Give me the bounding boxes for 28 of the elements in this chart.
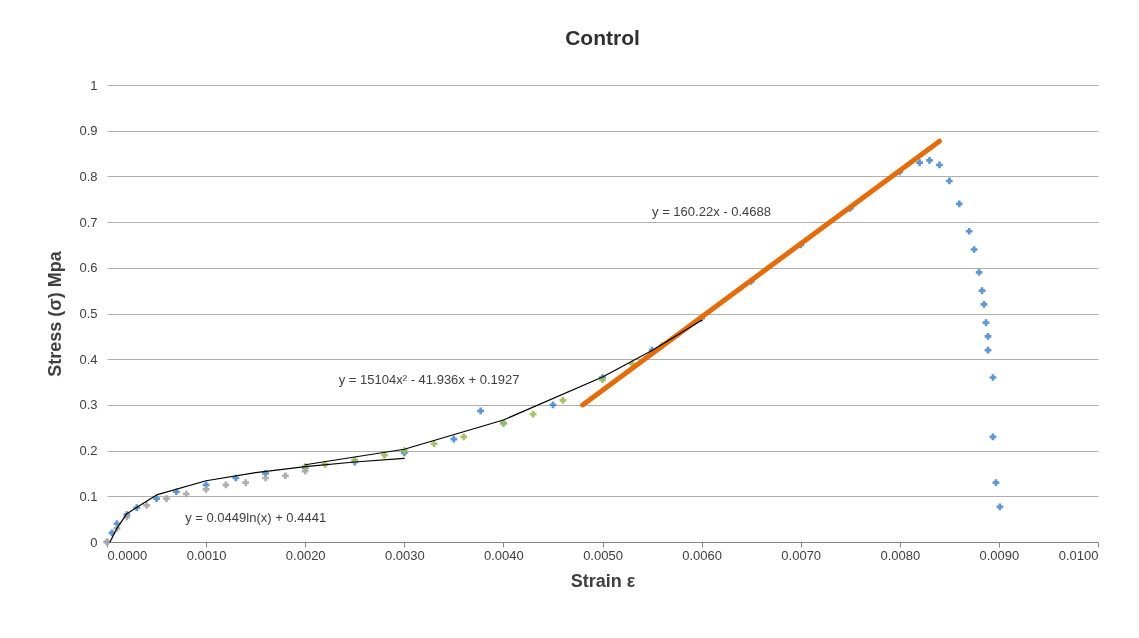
x-tick-label: 0.0000 <box>107 547 148 563</box>
annotation: y = 160.22x - 0.4688 <box>652 204 771 220</box>
annotation: y = 15104x² - 41.936x + 0.1927 <box>338 371 520 387</box>
x-tick-label: 0.0100 <box>1058 547 1099 563</box>
chart-title: Control <box>565 26 640 49</box>
x-tick-label: 0.0080 <box>880 547 921 563</box>
y-tick-label: 0.2 <box>79 443 98 459</box>
y-tick-label: 0.6 <box>79 260 98 276</box>
x-tick-label: 0.0010 <box>186 547 227 563</box>
y-tick-label: 0.1 <box>79 488 98 504</box>
y-tick-label: 0.5 <box>79 306 98 321</box>
x-tick-label: 0.0030 <box>384 547 425 563</box>
y-tick-label: 0.4 <box>79 351 98 367</box>
x-tick-label: 0.0060 <box>682 547 722 563</box>
y-tick-label: 0.7 <box>79 214 98 230</box>
annotation: y = 0.0449ln(x) + 0.4441 <box>185 510 327 526</box>
y-tick-label: 0 <box>90 534 98 550</box>
y-tick-label: 0.3 <box>79 397 98 413</box>
y-tick-label: 0.8 <box>79 168 98 184</box>
x-tick-label: 0.0050 <box>583 547 623 563</box>
x-tick-label: 0.0090 <box>979 547 1020 563</box>
x-tick-label: 0.0070 <box>781 547 822 563</box>
y-tick-label: 0.9 <box>79 123 98 139</box>
x-tick-label: 0.0040 <box>484 547 524 563</box>
x-axis-title: Strain ε <box>570 570 636 591</box>
y-tick-label: 1 <box>90 77 98 93</box>
x-tick-label: 0.0020 <box>285 547 326 563</box>
y-axis-title: Stress (σ) Mpa <box>45 250 66 377</box>
